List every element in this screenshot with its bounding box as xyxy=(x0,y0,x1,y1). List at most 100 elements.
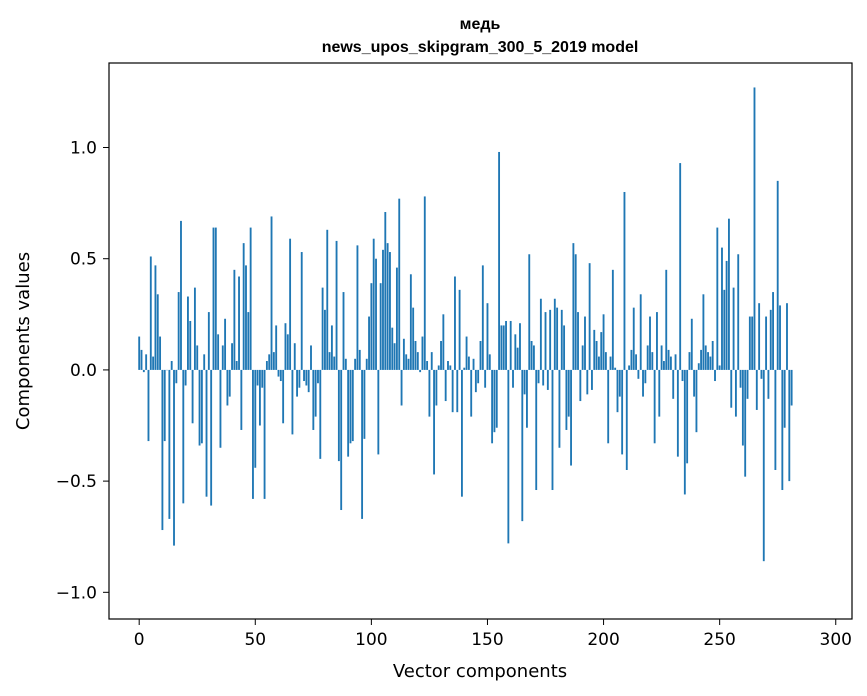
bar-235 xyxy=(683,369,686,495)
bar-88 xyxy=(342,292,345,370)
bar-66 xyxy=(291,369,294,435)
bar-136 xyxy=(454,276,456,370)
x-tick-label: 50 xyxy=(244,630,266,650)
bar-156 xyxy=(500,325,503,370)
bar-172 xyxy=(537,369,540,384)
bar-157 xyxy=(502,325,505,370)
bar-251 xyxy=(721,247,723,370)
bar-1 xyxy=(140,349,143,370)
bar-26 xyxy=(198,369,201,446)
bar-145 xyxy=(474,369,477,393)
bar-138 xyxy=(458,289,461,370)
bar-188 xyxy=(574,254,577,370)
bar-132 xyxy=(444,369,447,402)
bar-106 xyxy=(384,212,387,370)
bar-229 xyxy=(669,356,672,370)
bar-189 xyxy=(577,312,579,370)
y-tick-label: −0.5 xyxy=(56,472,97,492)
bar-225 xyxy=(660,345,663,370)
bar-260 xyxy=(741,369,744,446)
bar-97 xyxy=(363,369,366,439)
bar-140 xyxy=(463,367,466,370)
bar-262 xyxy=(746,369,749,399)
bar-27 xyxy=(200,369,203,444)
bar-227 xyxy=(665,269,668,370)
bar-48 xyxy=(249,227,252,370)
bar-195 xyxy=(591,369,593,390)
bar-241 xyxy=(697,363,700,370)
bar-2 xyxy=(142,369,145,373)
bar-253 xyxy=(725,260,728,370)
bar-131 xyxy=(442,314,445,370)
bar-4 xyxy=(147,369,150,442)
bar-101 xyxy=(372,238,375,370)
x-tick-label: 100 xyxy=(355,630,387,650)
bar-46 xyxy=(245,265,247,370)
bar-175 xyxy=(544,312,547,370)
bar-7 xyxy=(154,265,157,370)
bar-60 xyxy=(277,369,280,377)
bar-51 xyxy=(256,369,259,386)
bar-56 xyxy=(268,354,271,370)
bar-14 xyxy=(170,361,173,370)
bar-58 xyxy=(272,352,275,370)
bar-191 xyxy=(581,345,584,370)
bar-83 xyxy=(330,325,333,370)
bar-224 xyxy=(658,369,661,417)
bar-50 xyxy=(254,369,257,468)
bar-261 xyxy=(744,369,747,477)
bar-213 xyxy=(632,307,635,370)
bar-89 xyxy=(344,358,347,370)
bar-228 xyxy=(667,349,670,370)
bar-19 xyxy=(182,369,185,504)
bar-164 xyxy=(519,323,521,370)
bar-221 xyxy=(651,352,654,370)
bar-197 xyxy=(595,341,598,370)
bar-63 xyxy=(284,323,287,370)
bar-250 xyxy=(718,365,721,370)
bar-181 xyxy=(558,369,561,448)
bar-99 xyxy=(368,316,370,370)
bar-169 xyxy=(530,341,533,370)
bar-16 xyxy=(175,369,178,384)
bar-185 xyxy=(567,369,570,417)
bar-269 xyxy=(762,369,765,562)
chart-title: медь xyxy=(460,16,501,33)
x-axis-ticks: 0 50 100 150 200 250 300 xyxy=(134,619,852,650)
bar-92 xyxy=(351,369,354,442)
bar-41 xyxy=(233,269,236,370)
bar-159 xyxy=(507,369,510,544)
bar-61 xyxy=(279,369,282,382)
bar-42 xyxy=(235,361,238,370)
y-tick-label: 0.0 xyxy=(70,361,97,381)
bar-258 xyxy=(737,254,740,370)
bar-67 xyxy=(293,343,296,370)
bar-201 xyxy=(604,352,607,370)
bar-232 xyxy=(676,369,679,457)
bar-113 xyxy=(400,369,403,406)
bar-215 xyxy=(637,369,640,379)
bar-18 xyxy=(180,220,182,370)
bar-203 xyxy=(609,356,612,370)
bar-78 xyxy=(319,369,322,459)
bar-263 xyxy=(748,316,751,370)
bar-192 xyxy=(584,316,586,370)
bar-166 xyxy=(523,369,526,395)
bar-25 xyxy=(196,345,199,370)
bar-30 xyxy=(207,312,210,370)
bar-207 xyxy=(618,369,621,397)
bar-167 xyxy=(526,369,528,428)
bar-183 xyxy=(563,325,566,370)
bar-202 xyxy=(607,369,610,444)
bar-148 xyxy=(481,265,484,370)
bar-144 xyxy=(472,358,475,370)
bar-246 xyxy=(709,356,712,370)
bar-38 xyxy=(226,369,229,406)
bar-150 xyxy=(486,303,489,370)
bar-84 xyxy=(333,356,336,370)
bar-33 xyxy=(214,227,217,370)
bar-128 xyxy=(435,369,438,406)
bar-122 xyxy=(421,336,424,370)
bar-34 xyxy=(217,334,220,370)
bar-234 xyxy=(681,369,684,382)
